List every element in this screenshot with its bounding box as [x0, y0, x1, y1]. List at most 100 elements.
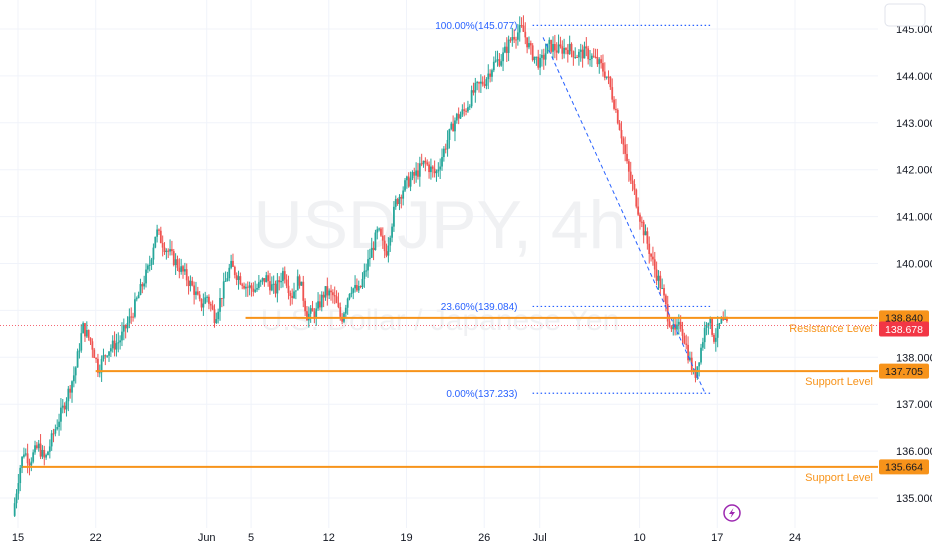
- candle: [256, 283, 258, 292]
- candle: [535, 56, 538, 66]
- candle: [309, 305, 312, 323]
- candle: [48, 439, 51, 459]
- candle: [158, 228, 160, 235]
- candle: [280, 272, 282, 289]
- candle: [317, 292, 319, 311]
- candle: [481, 76, 484, 87]
- candle: [195, 281, 197, 300]
- candle: [319, 294, 321, 311]
- candle: [515, 36, 517, 49]
- candle: [23, 447, 25, 459]
- candle: [620, 121, 623, 144]
- candle: [245, 283, 247, 297]
- candle: [494, 50, 497, 63]
- candle: [642, 219, 645, 244]
- x-tick-label: 12: [323, 532, 335, 544]
- candle: [714, 328, 717, 352]
- candle: [463, 102, 466, 117]
- candle: [528, 36, 530, 50]
- candle: [655, 261, 658, 286]
- candle: [544, 43, 547, 66]
- candle: [539, 54, 541, 76]
- candle: [287, 275, 290, 300]
- candle: [19, 464, 22, 492]
- candle: [622, 136, 625, 155]
- candle: [17, 473, 20, 500]
- candle: [555, 42, 558, 61]
- y-tick-label: 138.000: [896, 352, 932, 364]
- candle: [683, 332, 686, 345]
- candle: [217, 308, 220, 324]
- candle: [578, 49, 580, 66]
- candle: [102, 348, 105, 362]
- candle: [350, 286, 353, 298]
- candle: [431, 165, 434, 178]
- candle: [330, 284, 332, 301]
- y-tick-label: 137.000: [896, 399, 932, 411]
- candle: [150, 257, 153, 270]
- candle: [594, 48, 597, 59]
- price-axis[interactable]: 135.000 136.000 137.000 138.000 140.000 141.0…: [896, 24, 932, 505]
- candle: [433, 160, 436, 178]
- candle: [113, 331, 116, 357]
- candle: [422, 160, 425, 168]
- fib-trend-line[interactable]: [542, 37, 706, 394]
- candle: [701, 337, 704, 351]
- y-tick-label: 145.000: [896, 24, 932, 36]
- fibonacci-retracement[interactable]: 100.00%(145.077) 23.60%(139.084) 0.00%(137…: [435, 21, 711, 400]
- candle: [400, 194, 403, 209]
- candle: [487, 64, 490, 90]
- candle: [220, 297, 223, 308]
- candle: [15, 489, 18, 509]
- candle: [135, 296, 138, 302]
- candle: [529, 40, 532, 55]
- candle: [300, 281, 303, 286]
- candle: [243, 282, 245, 290]
- candle: [191, 276, 194, 287]
- candle: [468, 104, 471, 111]
- candle: [91, 338, 94, 358]
- candle: [254, 280, 257, 293]
- candle: [87, 329, 90, 341]
- level-label: Support Level: [805, 472, 873, 484]
- candle: [552, 36, 554, 59]
- candle: [293, 282, 295, 299]
- candle: [58, 413, 60, 436]
- candle: [352, 287, 355, 300]
- candle: [56, 419, 59, 431]
- candle: [666, 295, 669, 330]
- candle: [589, 50, 591, 67]
- level-price-tag: 135.664: [879, 459, 929, 475]
- chart-settings-box[interactable]: [884, 3, 926, 27]
- candle: [169, 239, 171, 256]
- candle: [426, 159, 429, 167]
- candle: [143, 275, 146, 290]
- candle: [689, 351, 691, 362]
- candle: [348, 293, 351, 301]
- candle: [376, 226, 379, 240]
- candle: [587, 45, 590, 65]
- lightning-bolt-icon[interactable]: [723, 504, 741, 522]
- candle: [409, 171, 412, 192]
- candle: [637, 197, 640, 216]
- candle: [483, 75, 486, 89]
- current-price-tag: 138.678: [879, 321, 929, 337]
- x-tick-label: 26: [478, 532, 490, 544]
- candle: [522, 15, 525, 32]
- candle: [646, 227, 649, 250]
- candle: [333, 286, 336, 305]
- candle: [289, 290, 292, 306]
- candle: [269, 273, 271, 295]
- candle: [627, 158, 630, 182]
- candle: [161, 235, 164, 257]
- time-axis[interactable]: 15 22 Jun 5 12 19 26 Jul 10 17 24: [12, 532, 801, 544]
- candle: [224, 271, 227, 282]
- candle: [378, 227, 381, 232]
- candle: [328, 288, 331, 300]
- candle: [291, 288, 294, 305]
- candle: [285, 274, 288, 289]
- horizontal-levels[interactable]: Resistance Level Support Level Support Lev…: [0, 316, 878, 484]
- candle: [272, 275, 275, 294]
- candle: [639, 212, 641, 230]
